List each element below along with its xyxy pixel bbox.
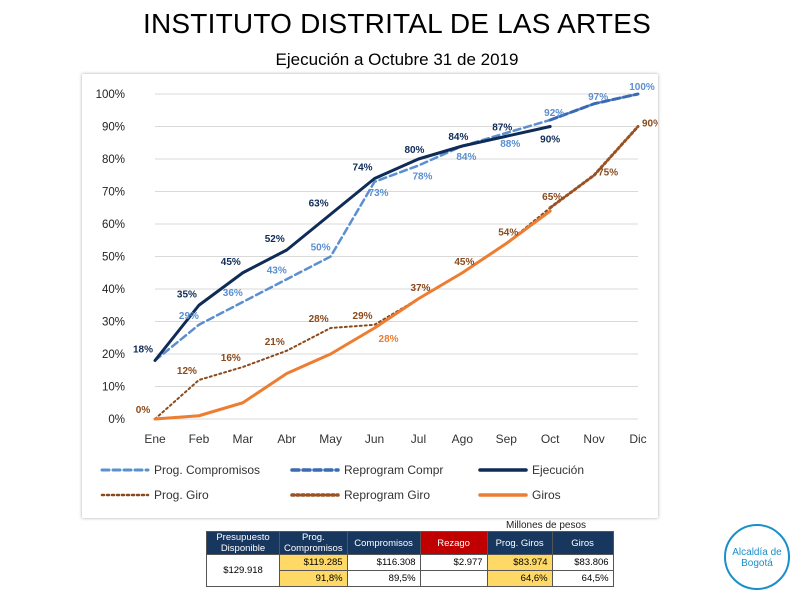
data-label: 45%	[454, 257, 474, 268]
value-prog-giros: $83.974	[486, 554, 553, 571]
value-prog-compromisos: $119.285	[279, 554, 348, 571]
data-label: 97%	[588, 92, 608, 103]
header-budget: Presupuesto Disponible	[206, 531, 280, 555]
chart-container: 0% 10% 20% 30% 40% 50% 60% 70% 80% 90% 100% Ene Feb M…	[82, 74, 663, 518]
data-label: 84%	[448, 132, 468, 143]
logo-ring-icon	[724, 524, 790, 590]
y-tick-label: 30%	[102, 317, 125, 329]
value-rezago: $2.977	[419, 554, 488, 571]
y-tick-label: 100%	[96, 89, 125, 101]
logo-line2: Bogotá	[741, 558, 773, 569]
page-title: INSTITUTO DISTRITAL DE LAS ARTES	[143, 8, 651, 39]
line-chart: 0% 10% 20% 30% 40% 50% 60% 70% 80% 90% 100% Ene Feb M…	[96, 82, 663, 502]
data-label: 100%	[629, 82, 655, 93]
header-prog-compromisos: Prog. Compromisos	[279, 531, 348, 555]
percent-prog-giros: 64,6%	[486, 570, 553, 587]
x-tick-label: Nov	[583, 432, 604, 446]
data-label: 54%	[498, 228, 518, 239]
x-tick-label: Feb	[189, 432, 210, 446]
data-label: 75%	[598, 167, 618, 178]
percent-rezago	[419, 570, 488, 587]
data-label: 21%	[265, 337, 285, 348]
data-label: 63%	[309, 198, 329, 209]
header-prog-giros: Prog. Giros	[486, 531, 553, 555]
summary-values-row: $129.918 $119.285 $116.308 $2.977 $83.97…	[206, 554, 614, 587]
y-tick-label: 40%	[102, 284, 125, 296]
series-line-reprogram-giro	[548, 125, 640, 210]
series-line-ejecuci-n	[153, 125, 552, 362]
legend-label: Reprogram Giro	[344, 488, 430, 502]
percent-giros: 64,5%	[551, 570, 614, 587]
legend-label: Reprogram Compr	[344, 463, 443, 477]
page-subtitle: Ejecución a Octubre 31 de 2019	[275, 50, 519, 69]
data-label: 73%	[369, 188, 389, 199]
data-label: 45%	[221, 257, 241, 268]
legend-label: Prog. Giro	[154, 488, 209, 502]
data-label: 88%	[500, 139, 520, 150]
legend-label: Prog. Compromisos	[154, 463, 260, 477]
y-tick-label: 20%	[102, 349, 125, 361]
budget-value: $129.918	[206, 554, 280, 587]
x-tick-label: May	[319, 432, 342, 446]
data-label: 35%	[177, 289, 197, 300]
data-label: 36%	[223, 288, 243, 299]
legend-label: Giros	[532, 488, 561, 502]
summary-header-row: Presupuesto Disponible Prog. Compromisos…	[206, 531, 614, 555]
percent-prog-compromisos: 91,8%	[279, 570, 348, 587]
y-tick-label: 50%	[102, 252, 125, 264]
x-tick-label: Dic	[629, 432, 646, 446]
data-label: 29%	[353, 311, 373, 322]
legend-label: Ejecución	[532, 463, 584, 477]
data-label: 37%	[410, 283, 430, 294]
summary-table: Presupuesto Disponible Prog. Compromisos…	[206, 531, 614, 587]
summary-percent-row: 91,8% 89,5% 64,6% 64,5%	[207, 570, 614, 587]
x-tick-label: Abr	[277, 432, 296, 446]
y-tick-label: 80%	[102, 154, 125, 166]
data-label: 18%	[133, 345, 153, 356]
percent-compromisos: 89,5%	[346, 570, 421, 587]
header-compromisos: Compromisos	[346, 531, 421, 555]
y-tick-label: 70%	[102, 187, 125, 199]
header-giros: Giros	[551, 531, 614, 555]
series-line-prog-compromisos	[153, 92, 640, 362]
y-tick-label: 0%	[108, 414, 125, 426]
data-label: 43%	[267, 265, 287, 276]
data-label: 28%	[309, 314, 329, 325]
y-tick-label: 90%	[102, 122, 125, 134]
data-label: 90%	[540, 135, 560, 146]
data-label: 0%	[136, 405, 151, 416]
x-tick-label: Oct	[541, 432, 560, 446]
x-tick-label: Jul	[411, 432, 426, 446]
data-label: 29%	[179, 311, 199, 322]
y-tick-label: 60%	[102, 219, 125, 231]
data-label: 12%	[177, 366, 197, 377]
series-line-giros	[153, 209, 552, 421]
value-compromisos: $116.308	[346, 554, 421, 571]
data-label: 78%	[412, 172, 432, 183]
data-label: 84%	[456, 152, 476, 163]
alcaldia-logo: Alcaldía de Bogotá	[724, 524, 790, 590]
x-tick-label: Sep	[496, 432, 518, 446]
series-line-reprogram-compr	[548, 92, 640, 122]
x-tick-label: Ene	[144, 432, 166, 446]
data-label: 90%	[642, 119, 658, 130]
data-label: 16%	[221, 353, 241, 364]
data-label: 74%	[353, 163, 373, 174]
data-label: 92%	[544, 108, 564, 119]
data-label: 87%	[492, 122, 512, 133]
data-label: 80%	[404, 145, 424, 156]
value-giros: $83.806	[551, 554, 614, 571]
data-label: 50%	[311, 243, 331, 254]
logo-line1: Alcaldía de	[732, 547, 782, 558]
x-tick-label: Jun	[365, 432, 384, 446]
x-tick-label: Mar	[232, 432, 253, 446]
data-label: 28%	[379, 334, 399, 345]
data-label: 52%	[265, 234, 285, 245]
x-tick-label: Ago	[452, 432, 474, 446]
units-note: Millones de pesos	[506, 520, 587, 531]
y-tick-label: 10%	[102, 382, 125, 394]
data-label: 65%	[542, 192, 562, 203]
header-rezago: Rezago	[419, 531, 488, 555]
